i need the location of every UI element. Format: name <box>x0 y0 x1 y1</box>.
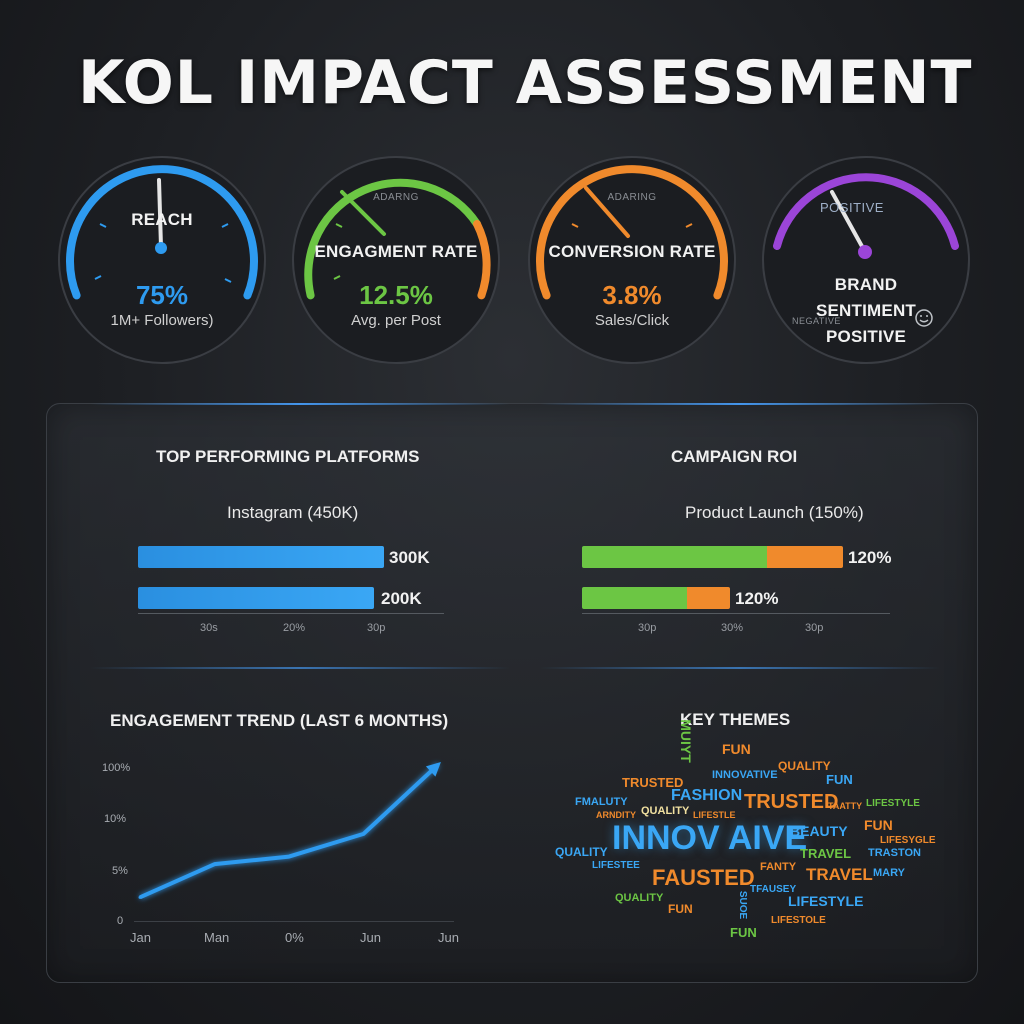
trend-y-tick: 0 <box>117 915 124 927</box>
theme-word: LIFESYGLE <box>880 835 936 846</box>
conversion-value: 3.8% <box>602 280 662 310</box>
conversion-sub: Sales/Click <box>594 312 670 329</box>
trend-y-tick: 5% <box>112 865 128 877</box>
smiley-icon <box>915 309 933 327</box>
theme-word: QUALITY <box>641 805 690 817</box>
theme-word: BEAUTY <box>790 823 848 839</box>
platform-bar-1-value: 300K <box>389 548 430 567</box>
theme-word: INNOV AIVE <box>612 819 808 857</box>
theme-word: SUOE <box>737 890 749 920</box>
theme-word: LIFESTYLE <box>788 893 864 909</box>
trend-x-tick: Jun <box>360 930 381 945</box>
platforms-title: TOP PERFORMING PLATFORMS <box>156 447 420 466</box>
theme-word: FANTY <box>760 861 797 873</box>
roi-bar-2-value: 120% <box>735 589 779 608</box>
theme-word: MARY <box>873 867 905 879</box>
reach-label: REACH <box>131 210 193 229</box>
theme-word: LIFESTLE <box>693 810 736 820</box>
engagement-sub: Avg. per Post <box>351 312 441 329</box>
panel-divider-right <box>540 667 940 669</box>
roi-title: CAMPAIGN ROI <box>671 447 798 466</box>
conversion-rate-gauge: ADARING CONVERSION RATE 3.8% Sales/Click <box>526 154 738 366</box>
reach-sub: 1M+ Followers) <box>110 312 214 329</box>
theme-word: FUN <box>826 772 853 787</box>
brand-sentiment-gauge: POSITIVE BRAND SENTIMENT POSITIVE NEGATI… <box>760 154 972 366</box>
sentiment-gauge-dial <box>762 156 970 364</box>
theme-word: TRAVEL <box>806 865 873 884</box>
theme-word: FUN <box>864 817 893 833</box>
trend-x-tick: 0% <box>285 930 304 945</box>
theme-word: FUN <box>722 741 751 757</box>
engagement-value: 12.5% <box>359 280 433 310</box>
trend-y-tick: 100% <box>102 762 131 774</box>
trend-x-axis <box>134 921 454 922</box>
theme-word: TAATTY <box>828 801 863 811</box>
trend-x-tick: Man <box>204 930 230 945</box>
theme-word: FUN <box>730 925 757 940</box>
theme-word: TRUSTED <box>622 775 684 790</box>
roi-axis <box>582 613 890 614</box>
theme-word: QUALITY <box>615 892 664 904</box>
conversion-gauge-dial <box>528 156 736 364</box>
roi-tick: 30p <box>805 622 824 634</box>
page-title: KOL IMPACT ASSESSMENT <box>78 48 973 118</box>
theme-word: FMALUTY <box>575 796 628 808</box>
theme-word: LIFESTOLE <box>771 915 826 926</box>
theme-word: MUIYT <box>677 719 694 763</box>
conversion-label: CONVERSION RATE <box>548 242 716 261</box>
theme-word: QUALITY <box>555 845 608 859</box>
theme-word: FUN <box>668 902 693 916</box>
roi-bar-2-orange <box>687 587 730 609</box>
platform-bar-2-value: 200K <box>381 589 422 608</box>
theme-word: TFAUSEY <box>750 884 797 895</box>
roi-bar-1-green <box>582 546 767 568</box>
roi-bar-1-value: 120% <box>848 548 892 567</box>
panel-glow-top-left <box>90 403 510 405</box>
roi-bar-1-orange <box>767 546 843 568</box>
trend-title: ENGAGEMENT TREND (LAST 6 MONTHS) <box>110 711 449 730</box>
reach-gauge: REACH 75% 1M+ Followers) <box>56 154 268 366</box>
platforms-tick: 30s <box>200 622 218 634</box>
theme-word: TRAVEL <box>800 846 852 861</box>
platforms-axis <box>138 613 444 614</box>
engagement-small-text: ADARNG <box>373 192 419 203</box>
themes-title: KEY THEMES <box>680 710 791 729</box>
platform-bar-2 <box>138 587 374 609</box>
sentiment-negative-text: NEGATIVE <box>792 316 841 326</box>
theme-word: LIFESTYLE <box>866 798 920 809</box>
platforms-tick: 20% <box>283 622 306 634</box>
panel-glow-top-right <box>540 403 940 405</box>
sentiment-label: BRAND SENTIMENT POSITIVE <box>815 275 917 346</box>
engagement-gauge-dial <box>292 156 500 364</box>
conversion-small-text: ADARING <box>607 192 657 203</box>
trend-y-tick: 10% <box>104 813 127 825</box>
theme-word: INNOVATIVE <box>712 769 778 781</box>
sentiment-top-text: POSITIVE <box>820 200 884 215</box>
trend-x-tick: Jun <box>438 930 459 945</box>
reach-value: 75% <box>135 280 189 310</box>
engagement-rate-gauge: ADARNG ENGAGMENT RATE 12.5% Avg. per Pos… <box>290 154 502 366</box>
trend-x-tick: Jan <box>130 930 151 945</box>
engagement-label: ENGAGMENT RATE <box>314 242 478 261</box>
platforms-subtitle: Instagram (450K) <box>227 503 359 522</box>
roi-subtitle: Product Launch (150%) <box>685 503 864 522</box>
platform-bar-1 <box>138 546 384 568</box>
theme-word: QUALITY <box>778 759 831 773</box>
theme-word: FASHION <box>671 787 743 804</box>
theme-word: ARNDITY <box>596 810 636 820</box>
theme-word: TRUSTED <box>744 791 839 813</box>
roi-tick: 30p <box>638 622 657 634</box>
panel-divider-left <box>90 667 510 669</box>
theme-word: LIFESTEE <box>592 860 640 871</box>
theme-word: FAUSTED <box>652 865 755 890</box>
roi-bar-2-green <box>582 587 687 609</box>
reach-gauge-dial <box>58 156 266 364</box>
roi-tick: 30% <box>721 622 744 634</box>
platforms-tick: 30p <box>367 622 386 634</box>
theme-word: TRASTON <box>868 847 921 859</box>
